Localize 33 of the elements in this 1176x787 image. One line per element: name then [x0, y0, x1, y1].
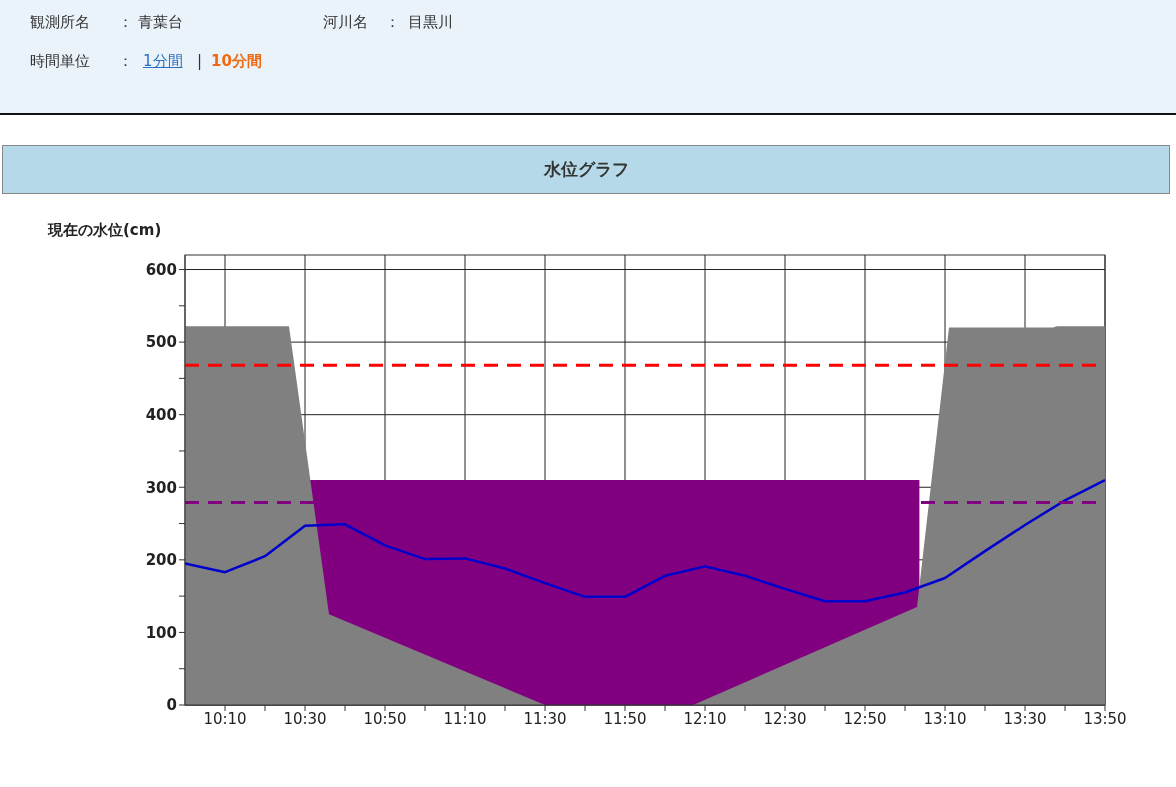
x-tick-label: 11:30 — [523, 709, 567, 728]
y-tick-label: 100 — [145, 623, 177, 642]
text: 時間単位 — [30, 52, 90, 71]
line-series — [185, 478, 1105, 603]
y-tick-label: 200 — [145, 551, 177, 570]
x-tick-label: 10:30 — [283, 709, 327, 728]
chart-title: 水位グラフ — [543, 158, 629, 181]
x-tick-label: 11:10 — [443, 709, 487, 728]
y-tick-label: 500 — [145, 333, 177, 352]
text: | — [197, 52, 203, 70]
text: 河川名 — [323, 13, 368, 32]
y-axis-title: 現在の水位(cm) — [48, 221, 162, 239]
text: 青葉台 — [138, 13, 183, 32]
text: ： — [118, 13, 133, 32]
x-tick-label: 13:30 — [1003, 709, 1047, 728]
y-tick-label: 600 — [145, 260, 177, 279]
text: 目黒川 — [408, 13, 453, 32]
text: ： — [385, 13, 400, 32]
text: 観測所名 — [30, 13, 90, 32]
x-tick-label: 10:10 — [203, 709, 247, 728]
text: 1分間 — [143, 52, 183, 71]
x-tick-label: 13:50 — [1083, 709, 1127, 728]
y-tick-label: 0 — [166, 696, 177, 715]
x-tick-label: 11:50 — [603, 709, 647, 728]
x-tick-label: 12:50 — [843, 709, 887, 728]
x-tick-label: 12:10 — [683, 709, 727, 728]
text: ： — [118, 52, 133, 71]
text: 10分間 — [211, 52, 262, 71]
y-tick-label: 400 — [145, 406, 177, 424]
y-tick-label: 300 — [145, 478, 177, 497]
x-tick-label: 12:30 — [763, 709, 807, 728]
x-tick-label: 13:10 — [923, 709, 967, 728]
x-tick-label: 10:50 — [363, 709, 407, 728]
